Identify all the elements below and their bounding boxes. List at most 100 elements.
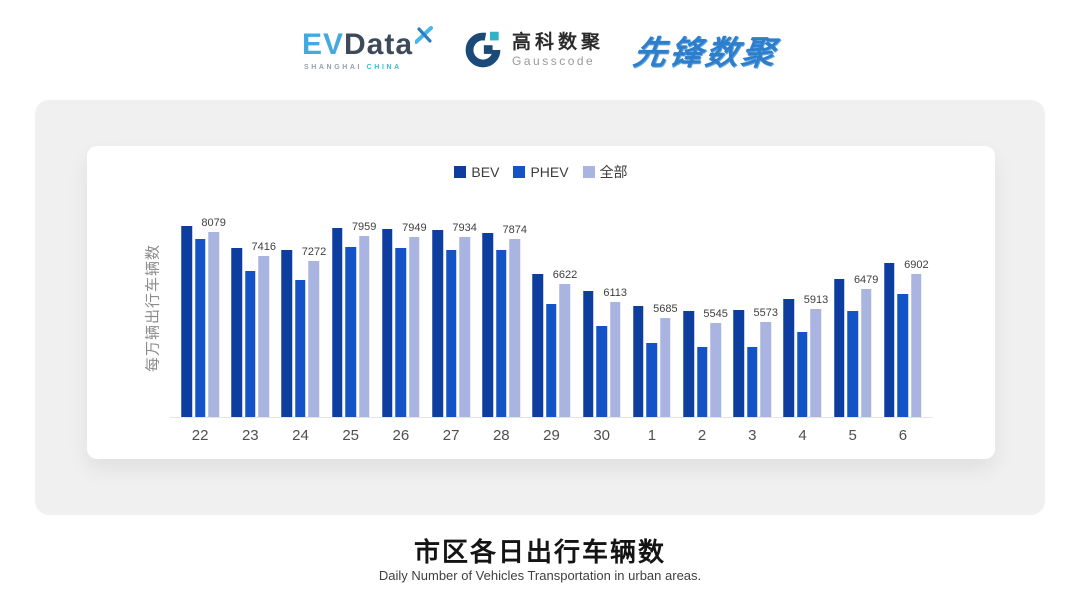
evdata-data-text: Data	[343, 27, 414, 61]
x-axis-line	[170, 417, 933, 418]
bar-value-label: 5685	[653, 302, 678, 315]
x-axis-tick: 27	[442, 427, 460, 444]
x-axis-tick: 5	[848, 427, 857, 444]
bar-phev	[395, 248, 407, 417]
bar-bev	[633, 305, 644, 417]
bar-value-label: 7934	[452, 222, 477, 235]
evdata-logo-text: EV Data	[301, 25, 434, 61]
evdata-x-icon	[415, 25, 434, 44]
gausscode-en: Gausscode	[512, 53, 596, 68]
bar-group-day-1: 5685 1	[627, 217, 678, 444]
evdata-ev-text: EV	[301, 27, 344, 61]
bar-all	[660, 317, 671, 417]
bar-group-day-24: 7272 24	[275, 217, 326, 444]
legend-item-bev[interactable]: BEV	[454, 164, 499, 180]
bar-phev	[496, 250, 507, 417]
x-axis-tick: 4	[798, 427, 807, 444]
bar-bev	[181, 226, 192, 417]
x-axis-tick: 30	[593, 427, 611, 444]
bar-all	[509, 239, 521, 417]
bar-phev	[897, 294, 909, 417]
evdata-tagline-right: CHINA	[366, 63, 402, 71]
bar-all	[409, 236, 420, 417]
bar-value-label: 7416	[251, 240, 277, 253]
x-axis-tick: 28	[492, 427, 510, 444]
bar-value-label: 6622	[552, 269, 578, 282]
evdata-tagline: SHANGHAI CHINA	[304, 64, 433, 71]
x-axis-tick: 24	[292, 427, 309, 444]
gausscode-cn: 高科数聚	[512, 32, 605, 54]
legend-label-phev: PHEV	[530, 164, 569, 180]
bar-phev	[696, 347, 708, 417]
bar-value-label: 7949	[402, 221, 427, 234]
legend-swatch-phev	[513, 166, 526, 178]
header-logos: EV Data SHANGHAI CHINA 高科数聚 Gausscode	[0, 18, 1080, 82]
bar-value-label: 7959	[351, 221, 377, 234]
bar-group-day-22: 8079 22	[175, 217, 226, 444]
bar-bev	[532, 274, 544, 417]
gausscode-g-icon	[465, 31, 501, 68]
legend-item-all[interactable]: 全部	[582, 162, 628, 182]
bar-group-day-2: 5545 2	[677, 217, 728, 444]
bar-bev	[683, 311, 694, 417]
y-axis-title: 每万辆出行车辆数	[144, 243, 162, 373]
bar-phev	[747, 347, 758, 417]
bar-value-label: 8079	[201, 217, 226, 229]
bar-all	[609, 302, 621, 417]
x-axis-tick: 6	[898, 427, 908, 444]
gausscode-logo: 高科数聚 Gausscode	[463, 30, 604, 70]
bar-value-label: 5573	[753, 306, 779, 319]
x-axis-tick: 26	[392, 427, 410, 444]
x-axis-tick: 1	[647, 427, 657, 444]
bar-phev	[295, 279, 306, 417]
bar-bev	[331, 228, 343, 417]
bar-group-day-30: 6113 30	[577, 217, 627, 444]
x-axis-tick: 3	[748, 427, 757, 444]
evdata-logo: EV Data SHANGHAI CHINA	[301, 25, 434, 71]
bar-value-label: 6902	[904, 259, 929, 272]
legend-item-phev[interactable]: PHEV	[513, 164, 569, 180]
bar-bev	[231, 247, 243, 417]
legend-swatch-bev	[454, 166, 467, 178]
bar-plot-area: 8079 22 7416 23 7272 24 7959 25 7949 26 7934 27 7874…	[175, 217, 929, 444]
bar-group-day-6: 6902 6	[878, 217, 929, 444]
bar-phev	[245, 271, 256, 417]
bar-all	[459, 237, 470, 417]
x-axis-tick: 29	[543, 427, 560, 444]
bar-phev	[445, 249, 457, 417]
xianfeng-logo: 先锋数聚	[631, 34, 781, 71]
bar-phev	[345, 247, 356, 417]
x-axis-tick: 2	[697, 427, 707, 444]
page-subtitle: Daily Number of Vehicles Transportation …	[378, 568, 702, 583]
bar-all	[760, 321, 772, 417]
bar-value-label: 6479	[853, 274, 879, 287]
bar-all	[911, 274, 922, 417]
bar-bev	[281, 250, 293, 417]
bar-group-day-28: 7874 28	[476, 217, 527, 444]
bar-bev	[733, 309, 745, 417]
bar-all	[810, 309, 822, 417]
chart-legend: BEV PHEV 全部	[87, 162, 995, 182]
chart-card: BEV PHEV 全部 每万辆出行车辆数 8079 22 7416 23 7272 24 795…	[87, 146, 995, 459]
bar-bev	[382, 229, 393, 417]
bar-group-day-26: 7949 26	[376, 217, 427, 444]
x-axis-tick: 25	[342, 427, 360, 444]
bar-value-label: 5545	[703, 307, 728, 320]
bar-phev	[847, 310, 858, 417]
bar-bev	[482, 232, 494, 417]
bar-all	[559, 284, 571, 417]
bar-phev	[596, 325, 607, 417]
bar-phev	[797, 331, 808, 417]
bar-group-day-23: 7416 23	[225, 217, 276, 444]
bar-value-label: 7272	[301, 245, 327, 258]
bar-all	[258, 255, 270, 417]
gausscode-text: 高科数聚 Gausscode	[512, 32, 604, 68]
legend-swatch-all	[582, 166, 595, 178]
bar-value-label: 6113	[603, 287, 628, 300]
bar-all	[860, 289, 872, 417]
legend-label-all: 全部	[599, 164, 628, 180]
x-axis-tick: 22	[191, 427, 209, 444]
bar-all	[358, 236, 370, 417]
bar-phev	[646, 343, 658, 417]
